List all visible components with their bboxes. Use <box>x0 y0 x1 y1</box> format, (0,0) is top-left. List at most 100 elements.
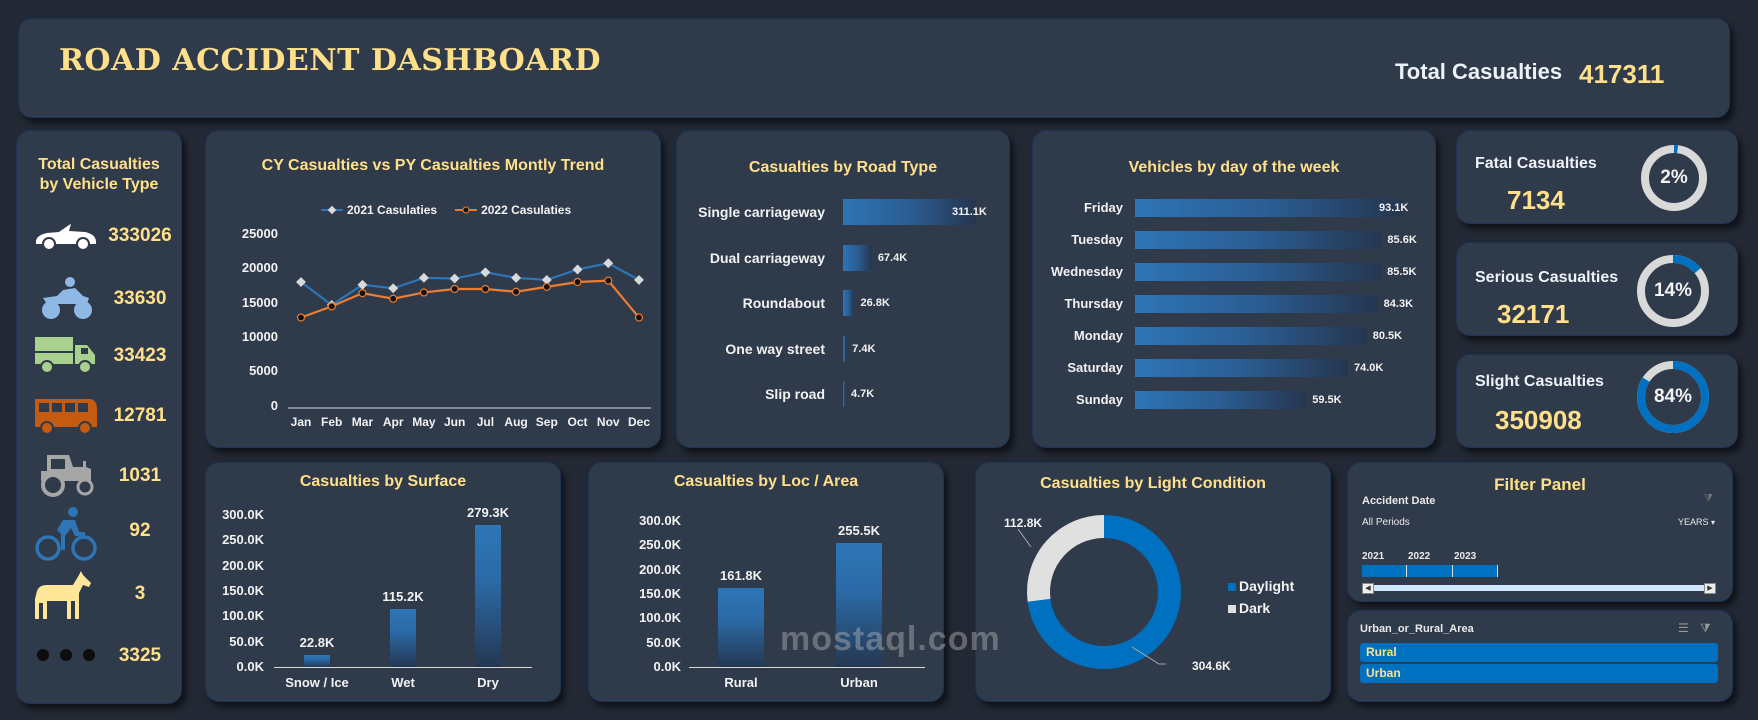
timeline-year-2021[interactable] <box>1362 565 1408 577</box>
x-tick: May <box>412 415 436 429</box>
x-tick: Urban <box>840 675 878 690</box>
filter-panel-title: Filter Panel <box>1494 475 1586 494</box>
bar <box>718 588 764 667</box>
bar <box>1135 231 1382 249</box>
y-tick: 250.0K <box>222 532 264 548</box>
time-level-dropdown[interactable]: YEARS ▾ <box>1678 517 1715 527</box>
kpi-percent: 84% <box>1653 386 1693 407</box>
vehicle-type-panel: Total Casualties by Vehicle Type 333026 … <box>16 130 182 704</box>
progress-ring-icon <box>1641 145 1707 211</box>
timeline-label: Accident Date <box>1362 495 1436 507</box>
y-tick: 25000 <box>241 226 278 241</box>
bar-row: Slip road 4.7K <box>677 381 1009 407</box>
x-tick: Jul <box>476 415 495 429</box>
bar <box>1135 391 1307 409</box>
vehicle-value-truck: 33423 <box>113 345 167 366</box>
y-tick: 250.0K <box>639 537 681 553</box>
y-tick: 20000 <box>241 260 278 275</box>
data-label-dark: 112.8K <box>1004 516 1043 530</box>
timeline-year-2023[interactable] <box>1453 565 1498 577</box>
data-label: 84.3K <box>1383 298 1414 310</box>
progress-ring-icon <box>1637 361 1709 433</box>
light-condition-chart: Casualties by Light Condition 112.8K 304… <box>975 462 1331 702</box>
vehicle-row-horse: 3 <box>25 569 175 619</box>
header-bar: ROAD ACCIDENT DASHBOARD Total Casualties… <box>18 18 1730 118</box>
x-tick: Dry <box>477 675 499 690</box>
bar <box>843 244 872 271</box>
progress-ring-icon <box>1637 255 1709 327</box>
vehicle-value-horse: 3 <box>134 583 146 604</box>
x-tick: Mar <box>351 415 374 429</box>
bar <box>1135 199 1403 217</box>
data-label-daylight: 304.6K <box>1192 659 1231 673</box>
x-tick: Feb <box>321 415 343 429</box>
category-label: One way street <box>725 340 825 357</box>
y-tick: 0 <box>270 398 278 413</box>
bar <box>836 542 882 667</box>
vehicle-row-bicycle: 92 <box>25 506 175 561</box>
data-label: 115.2K <box>382 588 424 604</box>
dropdown-arrow-icon: ▾ <box>1711 518 1716 527</box>
y-tick: 0.0K <box>653 659 681 674</box>
category-label: Saturday <box>1067 360 1123 375</box>
bar-row: Dual carriageway 67.4K <box>677 244 1009 271</box>
slicer-item-urban[interactable]: Urban <box>1360 664 1718 683</box>
clear-filter-icon[interactable]: ⧩ <box>1704 493 1713 504</box>
kpi-value: 7134 <box>1507 185 1565 215</box>
truck-icon <box>35 337 95 374</box>
legend-2021: 2021 Casulaties <box>321 203 437 217</box>
filter-panel: Filter Panel Accident Date ⧩ All Periods… <box>1347 462 1733 602</box>
y-tick: 300.0K <box>639 513 681 528</box>
motorcycle-icon <box>42 277 92 319</box>
bar <box>843 290 855 316</box>
x-tick: Apr <box>382 415 404 429</box>
data-label: 22.8K <box>299 635 335 651</box>
y-tick: 100.0K <box>222 608 264 624</box>
car-icon <box>36 224 96 251</box>
data-label: 59.5K <box>1312 394 1342 406</box>
donut-plot <box>1017 515 1181 669</box>
x-axis: Jan Feb Mar Apr May Jun Jul Aug Sep Oct Nov Dec <box>206 415 662 431</box>
bar <box>390 608 416 667</box>
year-label: 2022 <box>1408 551 1431 562</box>
bar-row: Sunday 59.5K <box>1033 391 1435 409</box>
multi-select-icon[interactable]: ☰ <box>1678 621 1689 635</box>
monthly-trend-chart: CY Casualties vs PY Casualties Montly Tr… <box>205 130 661 448</box>
vehicle-value-motorcycle: 33630 <box>113 288 167 309</box>
clear-filter-icon[interactable]: ⧩ <box>1700 621 1711 635</box>
y-tick: 150.0K <box>222 583 264 598</box>
bar-row: Roundabout 26.8K <box>677 290 1009 316</box>
bar <box>843 335 847 362</box>
bicycle-icon <box>35 507 97 561</box>
kpi-donut: 2% <box>1637 141 1711 215</box>
data-label: 93.1K <box>1379 202 1409 214</box>
bar-row: One way street 7.4K <box>677 335 1009 362</box>
legend-daylight: Daylight <box>1228 575 1294 597</box>
timeline-year-2022[interactable] <box>1407 565 1453 577</box>
dashboard-title: ROAD ACCIDENT DASHBOARD <box>59 43 602 78</box>
loc-area-chart: Casualties by Loc / Area 0.0K 50.0K 100.0K… <box>588 462 944 702</box>
chart-title: Vehicles by day of the week <box>1128 159 1340 176</box>
timeline-selection-bar[interactable] <box>1362 565 1498 577</box>
vehicle-value-bus: 12781 <box>113 405 167 426</box>
vehicle-row-other: 3325 <box>25 631 175 681</box>
bar-row: Friday 93.1K <box>1033 199 1435 217</box>
bar-row: Saturday 74.0K <box>1033 359 1435 377</box>
scroll-right-button[interactable]: ▶ <box>1704 583 1716 594</box>
vehicle-title-line2: by Vehicle Type <box>39 176 159 193</box>
bar <box>1135 359 1349 377</box>
kpi-donut: 14% <box>1633 251 1713 331</box>
category-label: Dual carriageway <box>709 249 825 266</box>
scroll-left-button[interactable]: ◀ <box>1362 583 1374 594</box>
timeline-scrollbar[interactable] <box>1374 585 1704 591</box>
y-tick: 50.0K <box>229 633 264 649</box>
y-tick: 150.0K <box>639 586 681 601</box>
category-label: Sunday <box>1076 392 1123 407</box>
slicer-item-rural[interactable]: Rural <box>1360 643 1718 662</box>
data-label: 85.5K <box>1387 266 1417 278</box>
kpi-percent: 14% <box>1653 280 1693 301</box>
bar-row: Thursday 84.3K <box>1033 295 1435 313</box>
time-level-label: YEARS <box>1678 517 1709 527</box>
legend-circle-icon <box>455 206 478 214</box>
urban-rural-slicer: Urban_or_Rural_Area ☰ ⧩ Rural Urban <box>1347 610 1733 702</box>
